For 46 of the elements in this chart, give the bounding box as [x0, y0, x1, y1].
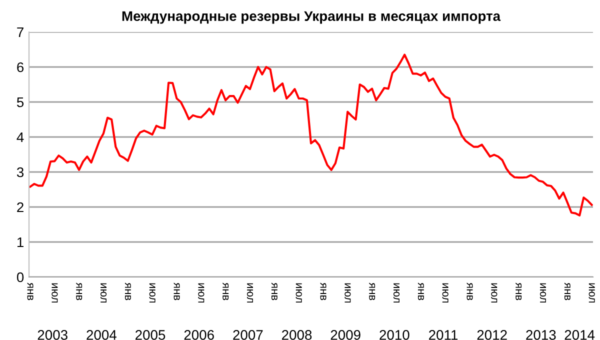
text: 2006: [184, 330, 214, 340]
text: 2012: [477, 330, 507, 340]
text: 2014: [564, 330, 595, 340]
y-tick-label: 6: [17, 62, 24, 72]
x-tick-label: янв: [76, 282, 82, 300]
line-series: [29, 54, 593, 216]
y-tick-label: 1: [17, 237, 24, 248]
x-tick-label: янв: [320, 282, 326, 300]
x-tick-label: июл: [588, 283, 595, 303]
text: 2004: [86, 330, 116, 340]
x-tick-label: янв: [369, 282, 376, 300]
text: 2003: [38, 330, 68, 340]
x-tick-label: янв: [27, 282, 34, 300]
x-tick-label: янв: [272, 282, 278, 300]
y-tick-label: 0: [16, 272, 24, 282]
x-tick-label: июл: [52, 283, 58, 303]
text: 2011: [429, 330, 458, 340]
y-tick-label: 7: [17, 27, 24, 38]
x-tick-label: янв: [125, 282, 131, 300]
text: 2010: [380, 330, 410, 340]
x-tick-label: янв: [418, 282, 424, 300]
x-tick-label: июл: [540, 283, 546, 303]
x-tick-label: янв: [466, 282, 473, 300]
y-tick-label: 4: [16, 132, 24, 142]
text: 2005: [136, 330, 166, 340]
x-tick-label: июл: [296, 283, 302, 303]
x-tick-label: янв: [564, 282, 570, 300]
x-tick-label: июл: [198, 283, 204, 303]
y-tick-label: 3: [16, 167, 24, 178]
text: 2013: [526, 330, 556, 340]
x-tick-label: янв: [222, 282, 229, 300]
y-tick-label: 5: [16, 97, 24, 108]
y-tick-label: 2: [17, 202, 24, 212]
x-tick-label: июл: [246, 283, 254, 303]
x-tick-label: июл: [100, 283, 107, 303]
chart-title: Международные резервы Украины в месяцах импорта: [122, 11, 501, 24]
text: 2008: [282, 330, 312, 340]
text: 2009: [330, 330, 360, 340]
x-tick-label: июл: [491, 283, 498, 303]
x-tick-label: июл: [393, 283, 400, 303]
x-tick-label: июл: [149, 283, 156, 303]
x-tick-label: янв: [516, 282, 522, 300]
text: 2007: [233, 330, 263, 340]
x-tick-label: янв: [174, 282, 180, 300]
x-tick-label: июл: [442, 283, 448, 303]
x-tick-label: июл: [344, 283, 351, 303]
